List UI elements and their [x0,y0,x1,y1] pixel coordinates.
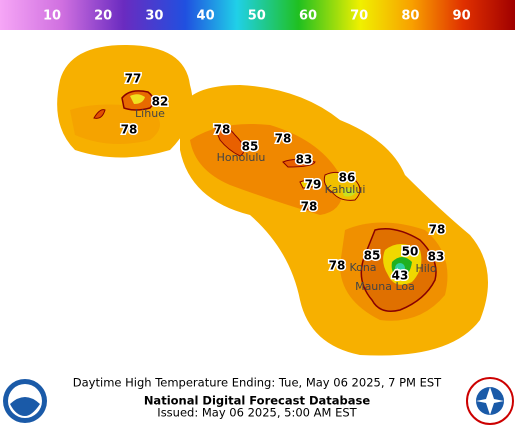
temperature-label: 78 [301,200,318,214]
temperature-label: 78 [121,123,138,137]
noaa-logo [3,379,47,423]
temperature-label: 82 [152,95,169,109]
footer-line: Daytime High Temperature Ending: Tue, Ma… [73,376,442,390]
legend-tick: 20 [94,9,112,24]
temperature-label: 79 [305,178,322,192]
temperature-label: 78 [275,132,292,146]
legend-tick: 90 [453,9,471,24]
temperature-label: 78 [429,223,446,237]
temperature-label: 83 [296,153,313,167]
place-name: Hilo [415,262,436,275]
temperature-label: 86 [339,171,356,185]
temperature-label: 83 [428,250,445,264]
temperature-label: 78 [214,123,231,137]
place-name: Kahului [325,183,366,196]
legend-tick: 30 [145,9,163,24]
place-name: Lihue [135,107,165,120]
temperature-labels: 77 82 78 78 85 78 83 86 79 78 78 85 50 83 78 43 [119,70,447,284]
nws-logo [466,377,514,425]
temperature-label: 50 [402,245,419,259]
color-bar [0,0,515,30]
temperature-label: 78 [329,259,346,273]
place-name: Honolulu [217,151,266,164]
legend-ticks: 10 20 30 40 50 60 70 80 90 [43,9,471,24]
place-name: Mauna Loa [355,280,415,293]
legend-tick: 40 [197,9,215,24]
legend-tick: 10 [43,9,61,24]
legend-tick: 50 [248,9,266,24]
legend-tick: 80 [401,9,419,24]
forecast-area [57,45,488,356]
temperature-label: 85 [364,249,381,263]
footer-line: Issued: May 06 2025, 5:00 AM EST [157,406,357,420]
legend-tick: 70 [350,9,368,24]
footer-title: National Digital Forecast Database [144,394,371,408]
legend-tick: 60 [299,9,317,24]
temperature-label: 85 [242,140,259,154]
temperature-label: 77 [125,72,142,86]
place-name: Kona [349,261,376,274]
temperature-label: 43 [392,269,409,283]
